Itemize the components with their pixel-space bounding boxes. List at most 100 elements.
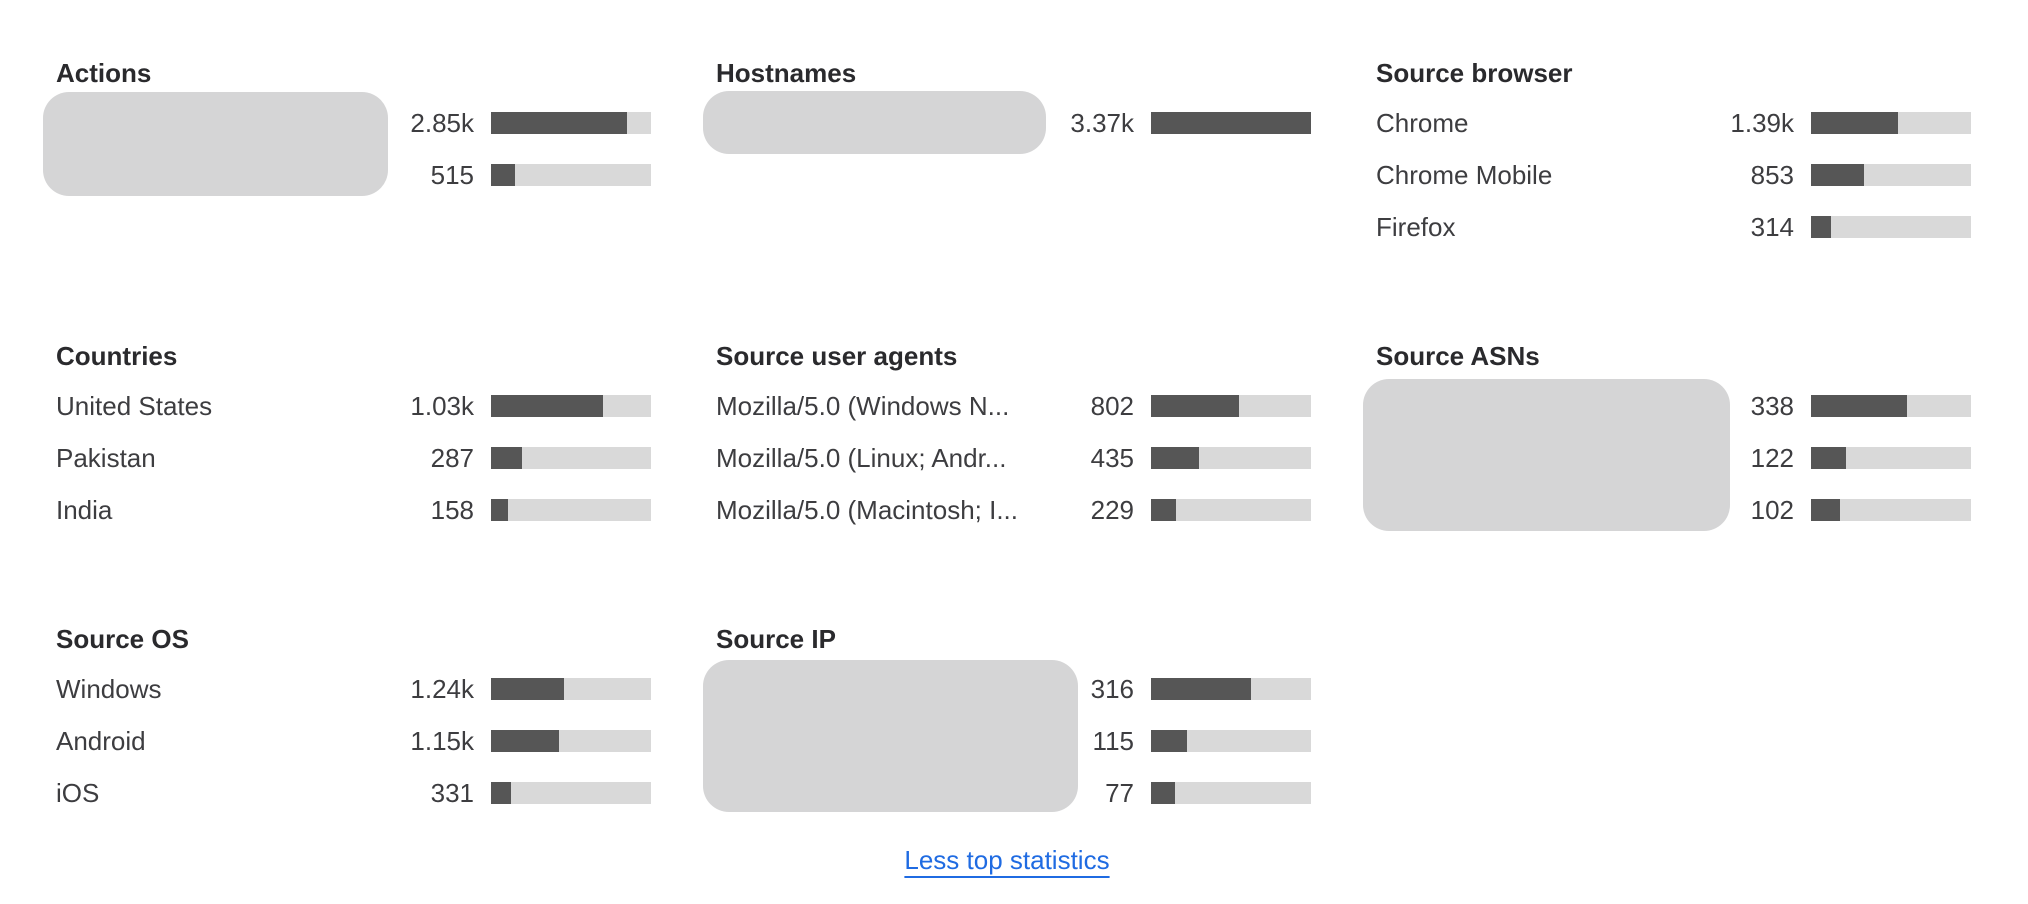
less-top-statistics-link[interactable]: Less top statistics: [904, 845, 1110, 875]
stat-label: India: [56, 494, 113, 525]
stat-label: Mozilla/5.0 (Macintosh; I...: [716, 494, 1018, 525]
section-source-asns: Source ASNs 338 122 102: [1363, 339, 1971, 536]
stat-row: Chrome 1.39k: [1363, 97, 1971, 149]
section-title: Hostnames: [716, 58, 857, 88]
stat-value: 158: [430, 494, 474, 525]
top-statistics-panel: Actions 2.85k 515 Hostnames: [43, 56, 2028, 876]
stat-value: 287: [430, 442, 474, 473]
stat-bar-fill: [1151, 499, 1176, 521]
stat-value: 331: [430, 777, 474, 808]
stat-row: 316: [703, 663, 1311, 715]
stat-bar: [1151, 112, 1311, 134]
stat-row: iOS 331: [43, 767, 651, 819]
section-hostnames: Hostnames 3.37k: [703, 56, 1311, 253]
stat-value: 1.03k: [410, 390, 474, 421]
stat-value: 1.24k: [410, 673, 474, 704]
stat-bar-fill: [1811, 112, 1899, 134]
stat-bar-fill: [491, 164, 516, 186]
stat-rows: Windows 1.24k Android 1.15k iOS 331: [43, 663, 651, 819]
stat-bar-fill: [1811, 499, 1840, 521]
stat-bar: [1811, 447, 1971, 469]
stat-row: 77: [703, 767, 1311, 819]
redacted-value-block: [43, 92, 388, 196]
stat-row: Mozilla/5.0 (Windows N... 802: [703, 380, 1311, 432]
stat-row: Android 1.15k: [43, 715, 651, 767]
redacted-value-block: [1363, 379, 1730, 531]
stat-bar: [491, 730, 651, 752]
stat-bar: [491, 395, 651, 417]
stat-rows: United States 1.03k Pakistan 287 India 1…: [43, 380, 651, 536]
stat-bar-fill: [1151, 730, 1188, 752]
stat-row: 338: [1363, 380, 1971, 432]
stat-label: United States: [56, 390, 213, 421]
section-source-user-agents: Source user agents Mozilla/5.0 (Windows …: [703, 339, 1311, 536]
stat-bar: [491, 782, 651, 804]
stat-bar-fill: [1151, 112, 1311, 134]
stat-bar: [491, 112, 651, 134]
stat-bar-fill: [1151, 678, 1251, 700]
stat-bar: [1811, 112, 1971, 134]
stat-value: 1.15k: [410, 725, 474, 756]
section-title: Source ASNs: [1376, 341, 1540, 371]
stat-row: 122: [1363, 432, 1971, 484]
stat-value: 229: [1090, 494, 1134, 525]
stat-row: Chrome Mobile 853: [1363, 149, 1971, 201]
stat-bar: [491, 164, 651, 186]
stat-value: 115: [1092, 725, 1134, 756]
stat-bar: [1811, 395, 1971, 417]
stat-bar: [491, 678, 651, 700]
stat-row: United States 1.03k: [43, 380, 651, 432]
stat-bar: [1151, 447, 1311, 469]
stat-label: Mozilla/5.0 (Linux; Andr...: [716, 442, 1007, 473]
stat-bar: [1151, 499, 1311, 521]
statistics-grid: Actions 2.85k 515 Hostnames: [43, 56, 2028, 819]
stat-value: 2.85k: [410, 107, 474, 138]
stat-value: 853: [1750, 159, 1794, 190]
section-title: Actions: [56, 58, 152, 88]
stat-row: Windows 1.24k: [43, 663, 651, 715]
stat-row: 3.37k: [703, 97, 1311, 149]
section-title: Source OS: [56, 624, 189, 654]
section-source-ip: Source IP 316 115 77: [703, 622, 1311, 819]
stat-rows: 3.37k: [703, 97, 1311, 149]
stat-label: Firefox: [1376, 211, 1456, 242]
stat-bar-fill: [1811, 216, 1831, 238]
section-source-os: Source OS Windows 1.24k Android 1.15k iO…: [43, 622, 651, 819]
stat-bar: [1811, 216, 1971, 238]
stat-bar: [1151, 678, 1311, 700]
stat-bar: [1151, 395, 1311, 417]
stat-label: Pakistan: [56, 442, 156, 473]
stat-bar: [491, 447, 651, 469]
stat-row: Mozilla/5.0 (Linux; Andr... 435: [703, 432, 1311, 484]
stat-bar-fill: [1811, 447, 1846, 469]
stat-bar-fill: [491, 499, 509, 521]
stat-value: 1.39k: [1730, 107, 1794, 138]
section-actions: Actions 2.85k 515: [43, 56, 651, 253]
stat-label: Mozilla/5.0 (Windows N...: [716, 390, 1010, 421]
section-title: Source IP: [716, 624, 836, 654]
stat-value: 316: [1090, 673, 1134, 704]
section-title: Source browser: [1376, 58, 1573, 88]
footer: Less top statistics: [43, 845, 1971, 876]
stat-value: 515: [430, 159, 474, 190]
stat-bar: [491, 499, 651, 521]
stat-value: 802: [1090, 390, 1134, 421]
section-source-browser: Source browser Chrome 1.39k Chrome Mobil…: [1363, 56, 1971, 253]
stat-bar-fill: [491, 730, 559, 752]
section-title: Source user agents: [716, 341, 958, 371]
stat-bar-fill: [1151, 782, 1176, 804]
stat-value: 122: [1750, 442, 1794, 473]
stat-rows: 2.85k 515: [43, 97, 651, 201]
stat-bar-fill: [1151, 395, 1239, 417]
stat-bar-fill: [1811, 164, 1865, 186]
stat-bar-fill: [1151, 447, 1199, 469]
stat-bar: [1151, 730, 1311, 752]
stat-row: 102: [1363, 484, 1971, 536]
stat-row: Mozilla/5.0 (Macintosh; I... 229: [703, 484, 1311, 536]
stat-bar-fill: [491, 782, 511, 804]
stat-rows: Chrome 1.39k Chrome Mobile 853 Firefox 3…: [1363, 97, 1971, 253]
stat-bar-fill: [491, 678, 564, 700]
stat-bar: [1811, 164, 1971, 186]
stat-value: 314: [1750, 211, 1794, 242]
stat-label: Windows: [56, 673, 162, 704]
